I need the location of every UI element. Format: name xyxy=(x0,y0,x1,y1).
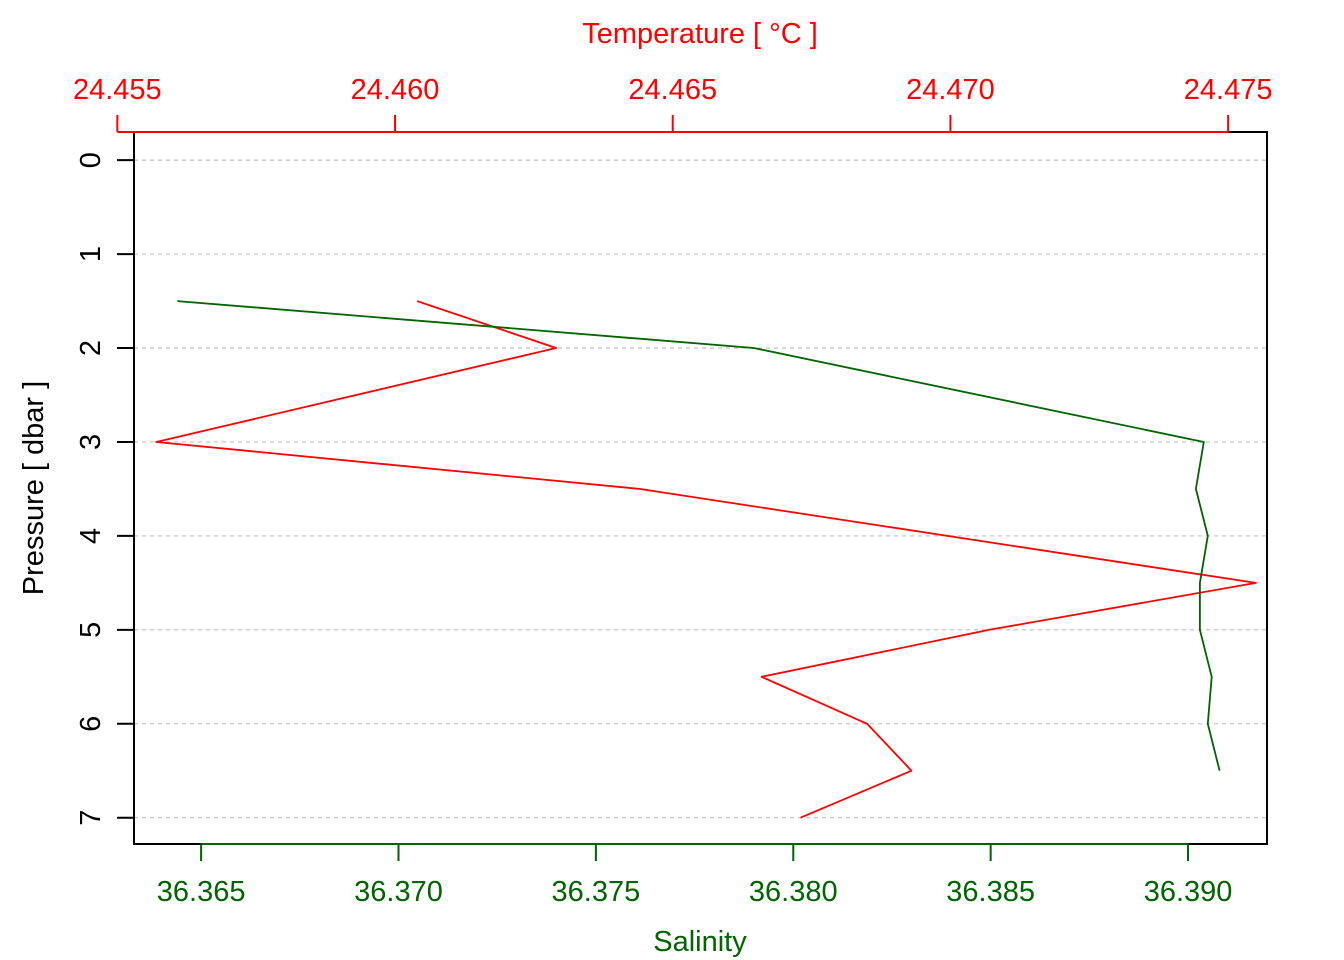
bottom-axis-title: Salinity xyxy=(653,926,747,958)
top-axis-tick-label-1: 24.460 xyxy=(351,74,440,106)
left-axis-tick-label-5: 5 xyxy=(75,622,107,638)
salinity-profile-line xyxy=(177,300,1221,771)
bottom-axis-tick-label-3: 36.380 xyxy=(749,876,838,908)
left-axis-tick-label-2: 2 xyxy=(75,340,107,356)
plot-frame xyxy=(133,131,1268,845)
left-axis-tick-label-6: 6 xyxy=(75,716,107,732)
temperature-profile-line xyxy=(155,300,1257,819)
bottom-axis-tick-label-2: 36.375 xyxy=(552,876,641,908)
left-axis-title: Pressure [ dbar ] xyxy=(18,381,50,595)
left-axis-tick-label-4: 4 xyxy=(75,528,107,544)
bottom-axis-tick-label-5: 36.390 xyxy=(1144,876,1233,908)
bottom-axis-tick-label-1: 36.370 xyxy=(354,876,443,908)
left-axis-tick-label-3: 3 xyxy=(75,434,107,450)
left-axis-tick-label-7: 7 xyxy=(75,810,107,826)
top-axis-tick-label-0: 24.455 xyxy=(73,74,162,106)
top-axis-tick-label-2: 24.465 xyxy=(628,74,717,106)
bottom-axis-tick-label-4: 36.385 xyxy=(946,876,1035,908)
top-axis-tick-label-3: 24.470 xyxy=(906,74,995,106)
left-axis-tick-label-0: 0 xyxy=(75,152,107,168)
bottom-axis-tick-label-0: 36.365 xyxy=(157,876,246,908)
left-axis-tick-label-1: 1 xyxy=(75,246,107,262)
top-axis-title: Temperature [ °C ] xyxy=(582,18,818,50)
top-axis-tick-label-4: 24.475 xyxy=(1184,74,1273,106)
series-lines xyxy=(155,300,1257,819)
grid-lines xyxy=(134,159,1267,819)
axes: 0 1 2 3 4 5 6 7 24.455 24.460 24.465 24.470 24.475 36… xyxy=(73,74,1272,908)
